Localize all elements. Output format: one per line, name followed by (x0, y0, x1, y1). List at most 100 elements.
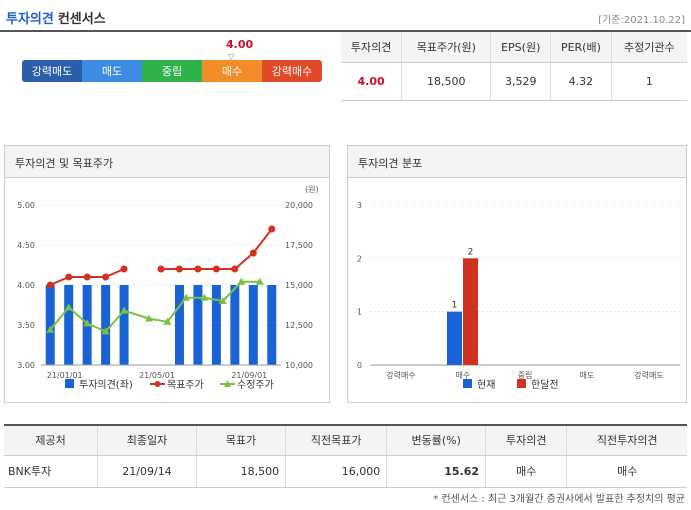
y-tick: 3 (357, 201, 362, 210)
target-price-point (249, 249, 257, 257)
adj-price-point (101, 327, 110, 335)
val-count: 1 (610, 62, 687, 101)
adj-price-point (64, 303, 73, 311)
target-price-point (65, 273, 73, 281)
adj-price-point (120, 306, 129, 314)
target-price-point (194, 265, 202, 273)
dist-bar (463, 258, 478, 365)
title-main: 투자의견 (6, 12, 54, 27)
x-tick: 매수 (456, 371, 471, 380)
page-title: 투자의견 컨센서스 (6, 8, 106, 27)
opinion-scale: 강력매도 매도 중립 매수 강력매수 (22, 60, 322, 82)
y-left-tick: 3.50 (17, 321, 35, 330)
target-price-point (157, 265, 165, 273)
y-left-tick: 4.00 (17, 281, 35, 290)
opinion-bar (174, 285, 184, 365)
scale-strong-buy: 강력매수 (262, 60, 322, 82)
score-label: 4.00 (226, 38, 254, 51)
scale-strong-sell: 강력매도 (22, 60, 82, 82)
opinion-bar (45, 285, 55, 365)
title-sub: 컨센서스 (57, 12, 106, 27)
y-right-tick: 15,000 (285, 281, 313, 290)
cell-provider: BNK투자 (4, 455, 98, 488)
bar-label: 2 (468, 247, 474, 257)
adj-price-point (181, 293, 190, 301)
opinion-bar (267, 285, 277, 365)
cell-change: 15.62 (386, 455, 486, 488)
target-price-point (83, 273, 91, 281)
opinion-bar (119, 285, 129, 365)
col-opinion: 투자의견 (485, 424, 567, 456)
col-eps: EPS(원) (490, 32, 551, 63)
opinion-target-chart: 5.00 20,000 4.50 17,500 4.00 15,000 3.50 12,500… (17, 185, 319, 391)
y-left-tick: 5.00 (17, 201, 35, 210)
x-tick: 21/09/01 (231, 371, 267, 380)
scale-sell: 매도 (82, 60, 142, 82)
y-right-tick: 12,500 (285, 321, 313, 330)
y-right-unit: (원) (305, 185, 319, 194)
target-price-point (120, 265, 128, 273)
val-opinion: 4.00 (341, 62, 402, 101)
score-marker-icon: ▽ (228, 52, 235, 61)
history-table: 제공처 최종일자 목표가 직전목표가 변동률(%) 투자의견 직전투자의견 BN… (4, 424, 687, 488)
legend-label: 수정주가 (237, 379, 274, 391)
adj-price-point (255, 277, 264, 285)
target-price-point (102, 273, 110, 281)
x-tick: 매도 (580, 371, 595, 380)
opinion-bar (101, 285, 111, 365)
scale-neutral: 중립 (142, 60, 202, 82)
target-price-point (231, 265, 239, 273)
legend-label: 목표주가 (167, 379, 204, 391)
target-price-point (175, 265, 183, 273)
y-right-tick: 10,000 (285, 361, 313, 370)
target-price-point (46, 281, 54, 289)
cell-target: 18,500 (195, 455, 286, 488)
opinion-bar (248, 285, 258, 365)
adj-price-point (237, 277, 246, 285)
adj-price-point (163, 317, 172, 325)
opinion-bar (64, 285, 74, 365)
divider (0, 30, 691, 32)
y-tick: 0 (357, 361, 362, 370)
target-price-point (268, 225, 276, 233)
opinion-bar (211, 285, 221, 365)
col-count: 추정기관수 (610, 32, 687, 63)
x-tick: 중립 (518, 371, 533, 380)
col-provider: 제공처 (4, 424, 98, 456)
cell-prev-target: 16,000 (285, 455, 387, 488)
adj-price-point (83, 319, 92, 327)
val-target: 18,500 (401, 62, 491, 101)
y-tick: 1 (357, 308, 362, 317)
consensus-table: 투자의견 목표주가(원) EPS(원) PER(배) 추정기관수 4.00 18… (341, 32, 687, 101)
cell-opinion: 매수 (485, 455, 567, 488)
target-price-line (161, 228, 273, 270)
footnote: * 컨센서스 : 최근 3개월간 증권사에서 발표한 추정치의 평균 (433, 494, 685, 505)
adj-price-point (145, 314, 153, 322)
x-tick: 강력매도 (634, 370, 663, 380)
adj-price-point (218, 297, 227, 304)
col-target: 목표주가(원) (401, 32, 491, 63)
y-left-tick: 3.00 (17, 361, 35, 370)
col-prev-target: 직전목표가 (285, 424, 387, 456)
table-row: BNK투자 21/09/14 18,500 16,000 15.62 매수 매수 (4, 455, 687, 488)
adj-price-point (46, 325, 55, 333)
dist-bar (447, 311, 462, 365)
y-right-tick: 20,000 (285, 201, 313, 210)
legend-swatch (517, 379, 526, 388)
scale-buy: 매수 (202, 60, 262, 82)
legend-label: 투자의견(좌) (79, 379, 133, 391)
legend-label: 한달전 (531, 379, 559, 391)
opinion-bar (230, 285, 240, 365)
opinion-target-panel: 투자의견 및 목표주가 5.00 20,000 4.50 17,500 4.00 15,0… (4, 145, 330, 403)
col-opinion: 투자의견 (341, 32, 402, 63)
legend-marker (224, 380, 231, 387)
bar-label: 1 (452, 301, 458, 311)
x-tick: 강력매수 (386, 370, 415, 380)
legend-marker (154, 381, 161, 387)
opinion-bar (193, 285, 203, 365)
x-tick: 21/01/01 (47, 371, 83, 380)
val-per: 4.32 (550, 62, 612, 101)
col-target: 목표가 (195, 424, 286, 456)
col-change: 변동률(%) (386, 424, 486, 456)
